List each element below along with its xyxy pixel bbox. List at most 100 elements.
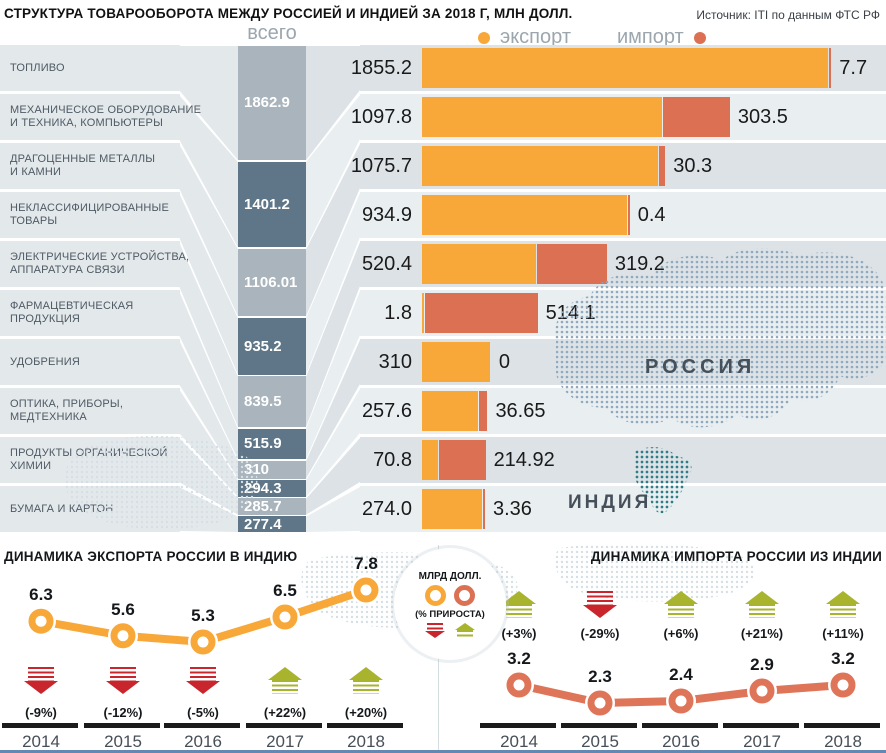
decline-down-arrow-icon [186,667,220,694]
total-segment: 515.9 [238,428,306,460]
year-label: 2015 [104,732,142,751]
year-label: 2016 [184,732,222,751]
category-label: ДРАГОЦЕННЫЕ МЕТАЛЛЫ И КАМНИ [10,143,250,189]
legend: экспорт импорт [478,26,706,49]
timeline-bar [804,723,880,728]
category-label: ФАРМАЦЕВТИЧЕСКАЯ ПРОДУКЦИЯ [10,290,250,336]
import-value: 514.1 [545,302,596,324]
data-point [506,672,532,698]
russia-map-label: РОССИЯ [645,356,756,378]
arrow-triangle [664,591,698,604]
arrow-triangle [745,591,779,604]
import-dynamics-chart: 3.2 (+3%) 2014 2.3 (-29%) 2015 2.4 (+6%) 2016 2.9… [440,545,886,751]
funnel-connector [306,438,360,515]
total-segment: 1106.01 [238,248,306,317]
export-value: 257.6 [361,400,412,422]
funnel-connector [179,144,238,317]
export-value: 1075.7 [350,155,412,177]
import-legend-dot-icon [693,31,706,44]
export-bar [422,342,490,382]
arrow-triangle [349,667,383,680]
arrow-triangle [268,667,302,680]
total-value: 1862.9 [244,94,290,112]
growth-up-arrow-icon [349,667,383,694]
import-bar [536,244,607,284]
arrow-stripes [667,604,695,618]
growth-up-arrow-icon [455,622,475,638]
import-bar [438,440,486,480]
import-bar [829,48,832,88]
badge-arrows [425,622,475,638]
growth-up-arrow-icon [502,591,536,618]
export-ring-icon [425,584,446,606]
timeline-bar [2,723,78,728]
timeline-bar [561,723,637,728]
page-title: СТРУКТУРА ТОВАРООБОРОТА МЕЖДУ РОССИЕЙ И … [4,6,573,21]
category-label: НЕКЛАССИФИЦИРОВАННЫЕ ТОВАРЫ [10,192,250,238]
export-dynamics-title: ДИНАМИКА ЭКСПОРТА РОССИИ В ИНДИЮ [4,549,298,564]
category-label: ОПТИКА, ПРИБОРЫ, МЕДТЕХНИКА [10,388,250,434]
timeline-bar [164,723,240,728]
timeline-bar [723,723,799,728]
india-map-label: ИНДИЯ [568,492,652,513]
funnel-connector [179,193,238,375]
value-label: 6.3 [29,585,53,605]
decline-down-arrow-icon [24,667,58,694]
category-label-line: НЕКЛАССИФИЦИРОВАННЫЕ [10,202,170,214]
import-bar [663,97,730,137]
import-value: 319.2 [614,253,665,275]
data-point-halo [747,676,777,706]
category-band [0,388,180,434]
category-label-line: АППАРАТУРА СВЯЗИ [10,264,125,276]
export-value: 1097.8 [350,106,412,128]
import-bar [483,489,485,529]
arrow-stripes [27,667,55,681]
funnel-connector [306,95,360,248]
import-value: 0.4 [637,204,666,226]
import-ring-icon [454,584,475,606]
percent-label: (+21%) [740,626,784,641]
total-value: 839.5 [244,393,282,411]
export-value: 520.4 [361,253,412,275]
value-label: 5.6 [111,599,135,619]
arrow-triangle [106,681,140,694]
export-value: 934.9 [361,204,412,226]
category-label: ПРОДУКТЫ ОРГАНИЧЕСКОЙ ХИМИИ [10,437,250,483]
funnel-connector [306,144,360,317]
data-point-halo [26,606,56,637]
arrow-stripes [189,667,217,681]
total-segment: 839.5 [238,376,306,428]
total-value: 310 [244,461,270,479]
arrow-triangle [425,630,445,638]
category-band [0,94,180,140]
export-value: 310 [378,351,412,373]
export-bar [422,440,438,480]
import-value: 214.92 [493,449,555,471]
total-segment: 935.2 [238,317,306,375]
decline-down-arrow-icon [425,622,445,638]
total-segment: 1401.2 [238,161,306,248]
category-label-line: ХИМИИ [10,460,52,472]
import-legend-label: импорт [616,26,684,48]
category-band [0,143,180,189]
funnel-connector [179,95,238,248]
arrow-cell [348,667,384,694]
category-band [0,241,180,287]
decline-down-arrow-icon [583,591,617,618]
arrow-cell [23,667,59,694]
export-dynamics-chart: 6.3 (-9%) 2014 5.6 (-12%) 2015 5.3 (-5%) 2016 6.5… [0,545,438,751]
badge-units-label: МЛРД ДОЛЛ. [418,570,482,582]
bottom-border-line [0,750,886,753]
arrow-triangle [24,681,58,694]
arrow-triangle [502,591,536,604]
category-label-line: ДРАГОЦЕННЫЕ МЕТАЛЛЫ [10,153,156,165]
import-bar [627,195,630,235]
growth-up-arrow-icon [745,591,779,618]
category-label: УДОБРЕНИЯ [10,339,250,385]
source-note: Источник: ITI по данным ФТС РФ [696,8,880,22]
data-point-halo [666,686,696,716]
arrow-cell [105,667,141,694]
badge-rings [425,584,475,606]
data-point [749,678,775,704]
import-value: 7.7 [839,57,868,79]
